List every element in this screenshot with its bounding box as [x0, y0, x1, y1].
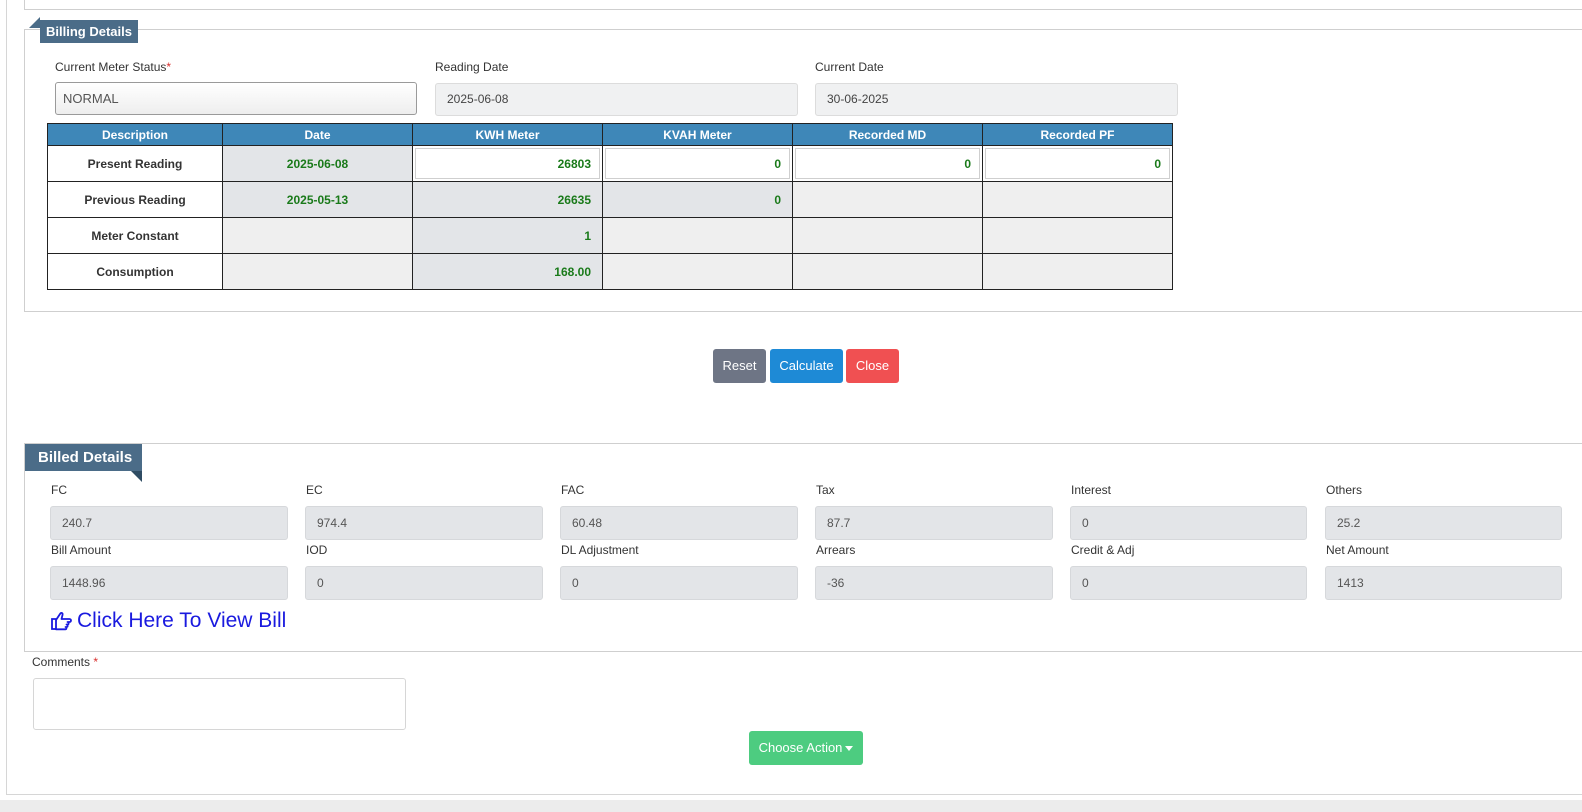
consumption-md — [792, 253, 983, 290]
previous-reading-date: 2025-05-13 — [222, 181, 413, 218]
reset-button[interactable]: Reset — [713, 349, 766, 383]
previous-pf-value — [982, 181, 1173, 218]
interest-field[interactable]: 0 — [1070, 506, 1307, 540]
caret-down-icon — [845, 746, 854, 752]
arrears-label: Arrears — [816, 543, 856, 557]
meter-constant-pf — [982, 217, 1173, 254]
others-label: Others — [1326, 483, 1363, 497]
comments-textarea[interactable] — [33, 678, 406, 730]
fc-field[interactable]: 240.7 — [50, 506, 288, 540]
meter-constant-kvah — [602, 217, 793, 254]
tax-label: Tax — [816, 483, 835, 497]
column-header: KVAH Meter — [602, 123, 793, 146]
fac-field[interactable]: 60.48 — [560, 506, 798, 540]
previous-kvah-value: 0 — [602, 181, 793, 218]
column-header: Date — [222, 123, 413, 146]
billed-details-legend: Billed Details — [25, 444, 142, 482]
column-header: Recorded PF — [982, 123, 1173, 146]
current-date-label: Current Date — [815, 60, 884, 74]
meter-constant-date — [222, 217, 413, 254]
previous-kwh-value: 26635 — [412, 181, 603, 218]
required-marker: * — [166, 60, 172, 74]
credit-adj-field[interactable]: 0 — [1070, 566, 1307, 600]
table-row-present-reading: Present Reading 2025-06-08 26803 0 0 0 — [47, 145, 1173, 182]
consumption-pf — [982, 253, 1173, 290]
table-row-meter-constant: Meter Constant 1 — [47, 217, 1173, 254]
present-md-input[interactable]: 0 — [795, 148, 980, 179]
column-header: Description — [47, 123, 223, 146]
present-reading-date: 2025-06-08 — [222, 145, 413, 182]
present-kvah-cell: 0 — [602, 145, 793, 182]
net-amount-field[interactable]: 1413 — [1325, 566, 1562, 600]
credit-adj-label: Credit & Adj — [1071, 543, 1135, 557]
arrears-field[interactable]: -36 — [815, 566, 1053, 600]
present-kwh-input[interactable]: 26803 — [415, 148, 600, 179]
present-kwh-cell: 26803 — [412, 145, 603, 182]
row-description: Consumption — [47, 253, 223, 290]
bottom-scroll-strip — [0, 800, 1582, 812]
present-md-cell: 0 — [792, 145, 983, 182]
fac-label: FAC — [561, 483, 585, 497]
table-row-previous-reading: Previous Reading 2025-05-13 26635 0 — [47, 181, 1173, 218]
others-field[interactable]: 25.2 — [1325, 506, 1562, 540]
comments-label: Comments * — [32, 655, 99, 669]
net-amount-label: Net Amount — [1326, 543, 1389, 557]
column-header: Recorded MD — [792, 123, 983, 146]
billing-details-legend: Billing Details — [29, 17, 138, 43]
choose-action-label: Choose Action — [758, 740, 843, 755]
close-button[interactable]: Close — [846, 349, 899, 383]
bill-amount-label: Bill Amount — [51, 543, 112, 557]
billed-details-section — [24, 443, 1582, 652]
meter-status-select[interactable]: NORMAL — [55, 82, 417, 115]
previous-section-bottom — [24, 0, 1582, 10]
consumption-date — [222, 253, 413, 290]
required-marker: * — [93, 655, 99, 669]
table-row-consumption: Consumption 168.00 — [47, 253, 1173, 290]
tax-field[interactable]: 87.7 — [815, 506, 1053, 540]
present-kvah-input[interactable]: 0 — [605, 148, 790, 179]
reading-date-field[interactable]: 2025-06-08 — [435, 83, 798, 116]
ec-field[interactable]: 974.4 — [305, 506, 543, 540]
reading-date-label: Reading Date — [435, 60, 509, 74]
previous-md-value — [792, 181, 983, 218]
iod-field[interactable]: 0 — [305, 566, 543, 600]
consumption-kwh: 168.00 — [412, 253, 603, 290]
choose-action-dropdown[interactable]: Choose Action — [749, 731, 863, 765]
view-bill-link[interactable]: Click Here To View Bill — [50, 609, 286, 633]
meter-readings-table: Description Date KWH Meter KVAH Meter Re… — [47, 123, 1173, 290]
meter-status-label: Current Meter Status* — [55, 60, 172, 74]
present-pf-cell: 0 — [982, 145, 1173, 182]
bill-amount-field[interactable]: 1448.96 — [50, 566, 288, 600]
meter-constant-md — [792, 217, 983, 254]
hand-pointing-right-icon — [50, 610, 73, 632]
view-bill-label: Click Here To View Bill — [77, 609, 287, 632]
consumption-kvah — [602, 253, 793, 290]
row-description: Meter Constant — [47, 217, 223, 254]
dl-adjustment-field[interactable]: 0 — [560, 566, 798, 600]
fc-label: FC — [51, 483, 67, 497]
interest-label: Interest — [1071, 483, 1112, 497]
row-description: Present Reading — [47, 145, 223, 182]
present-pf-input[interactable]: 0 — [985, 148, 1170, 179]
dl-adjustment-label: DL Adjustment — [561, 543, 639, 557]
ec-label: EC — [306, 483, 323, 497]
current-date-field[interactable]: 30-06-2025 — [815, 83, 1178, 116]
row-description: Previous Reading — [47, 181, 223, 218]
column-header: KWH Meter — [412, 123, 603, 146]
table-header-row: Description Date KWH Meter KVAH Meter Re… — [47, 123, 1173, 146]
meter-constant-kwh: 1 — [412, 217, 603, 254]
calculate-button[interactable]: Calculate — [770, 349, 843, 383]
iod-label: IOD — [306, 543, 328, 557]
